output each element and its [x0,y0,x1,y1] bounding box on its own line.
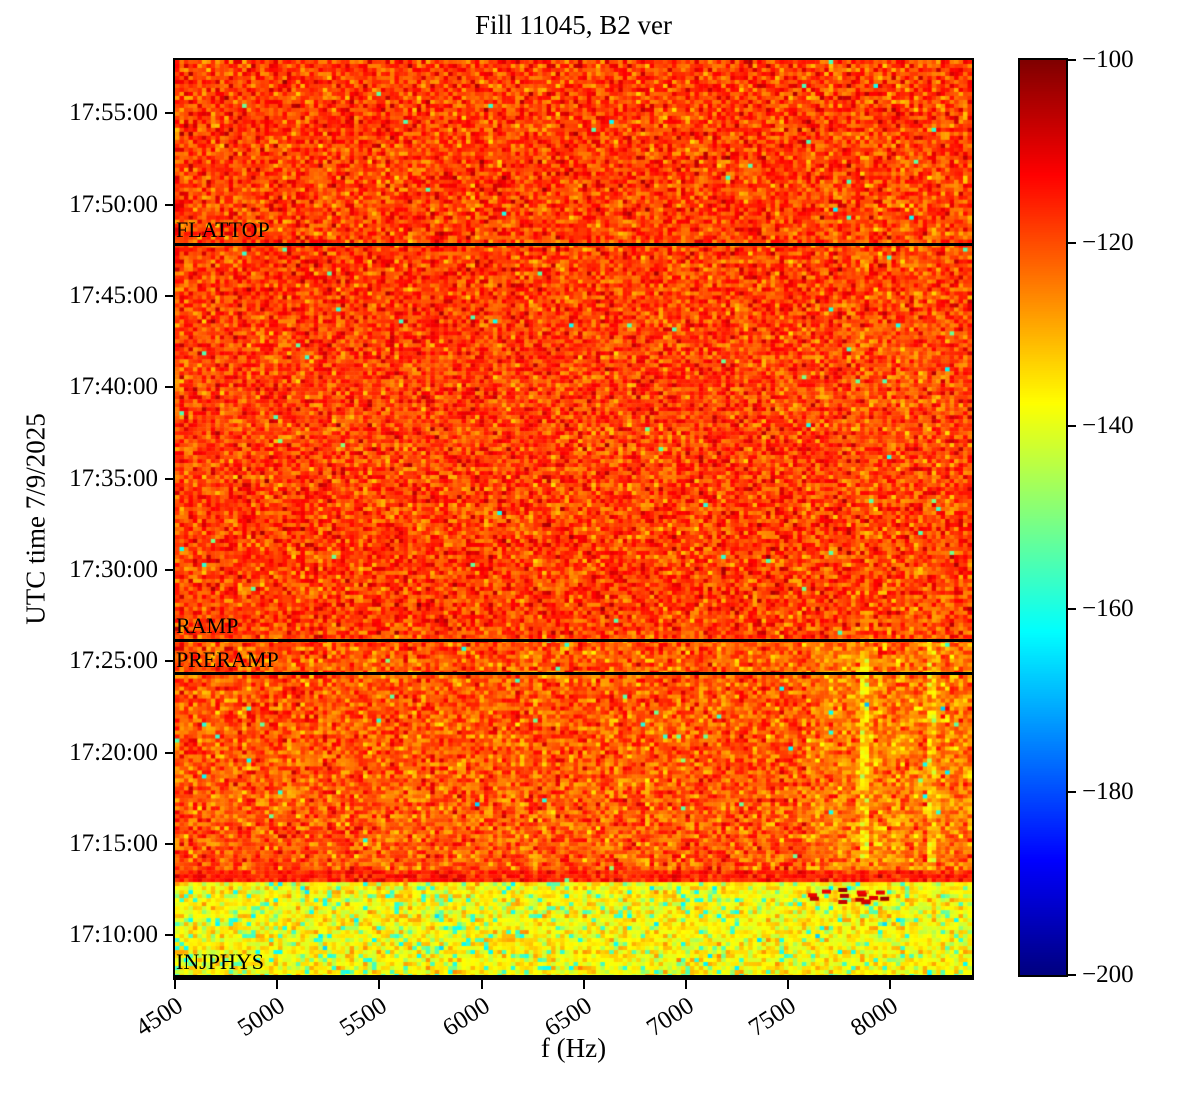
y-tick-label: 17:25:00 [69,647,158,675]
colorbar-tick-label: −120 [1082,229,1134,256]
x-tick-mark [174,980,176,989]
colorbar-tick-label: −180 [1082,778,1134,805]
y-tick-mark [165,112,173,115]
plot-area: FLATTOP RAMP PRERAMP INJPHYS [173,58,974,980]
y-tick-label: 17:15:00 [69,830,158,858]
y-tick-label: 17:55:00 [69,99,158,127]
colorbar-tick-label: −100 [1082,46,1134,73]
x-tick-mark [378,980,381,989]
colorbar-tick-label: −160 [1082,595,1134,622]
x-tick-mark [276,980,279,989]
y-tick-mark [165,386,173,389]
y-tick-mark [165,843,173,846]
event-label-preramp: PRERAMP [176,646,279,672]
x-tick-mark [582,980,585,989]
event-line-ramp [175,638,972,642]
y-tick-label: 17:50:00 [69,190,158,218]
y-axis-label: UTC time 7/9/2025 [20,413,51,625]
x-axis-label: f (Hz) [540,1033,607,1063]
colorbar-tick-label: −200 [1082,961,1134,988]
x-tick-mark [787,980,790,989]
colorbar-tick-mark [1068,59,1076,61]
y-tick-label: 17:40:00 [69,373,158,401]
y-tick-mark [165,477,173,480]
event-label-ramp: RAMP [176,613,239,639]
chart-title: Fill 11045, B2 ver [474,10,672,40]
event-label-flattop: FLATTOP [176,217,270,243]
event-line-injphys [175,974,972,978]
colorbar-canvas [1020,60,1066,975]
y-tick-mark [165,660,173,663]
x-tick-mark [684,980,687,989]
y-tick-mark [165,294,173,297]
colorbar-tick-mark [1068,608,1076,610]
y-tick-label: 17:45:00 [69,281,158,309]
event-line-flattop [175,242,972,246]
x-tick-mark [889,980,892,989]
y-tick-mark [165,751,173,754]
colorbar [1018,58,1068,977]
event-line-preramp [175,672,972,676]
y-tick-mark [165,569,173,571]
y-tick-label: 17:30:00 [69,556,158,583]
colorbar-tick-mark [1068,425,1076,427]
colorbar-tick-mark [1068,242,1076,244]
colorbar-tick-label: −140 [1082,412,1134,439]
y-tick-label: 17:10:00 [69,921,158,949]
colorbar-tick-mark [1068,974,1076,976]
y-tick-label: 17:35:00 [69,464,158,492]
spectrogram-canvas [175,60,972,978]
x-tick-label: 8000 [846,992,903,1042]
x-tick-mark [480,980,483,989]
y-tick-label: 17:20:00 [69,738,158,766]
y-tick-mark [165,934,173,937]
y-tick-mark [165,203,173,206]
event-label-injphys: INJPHYS [176,949,265,975]
colorbar-tick-mark [1068,791,1076,793]
